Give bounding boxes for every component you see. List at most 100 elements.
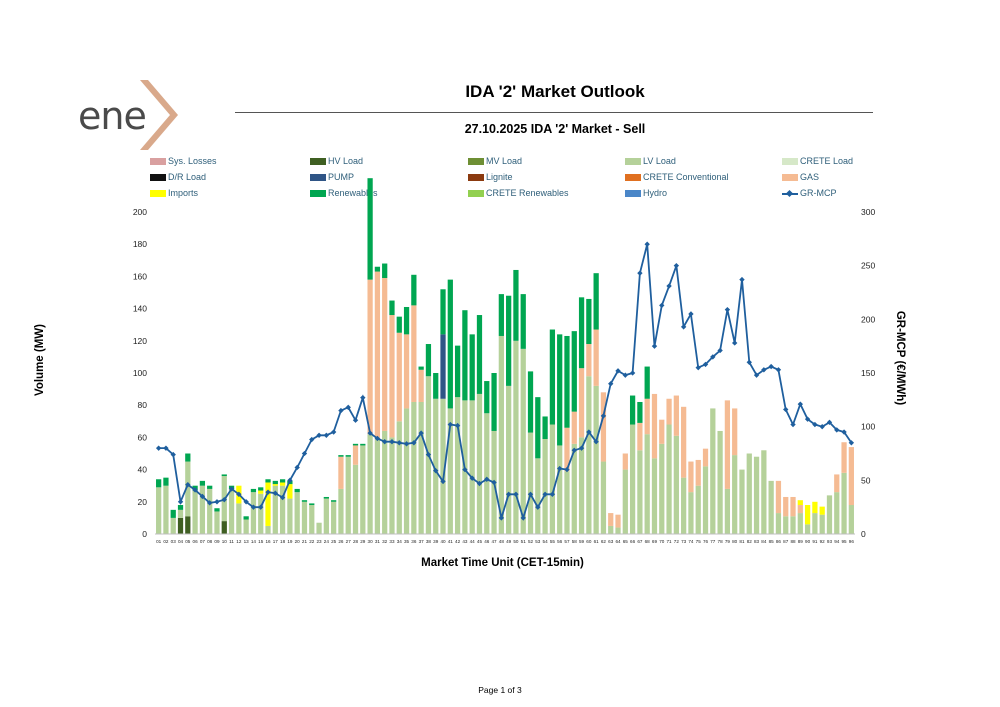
bar-segment-renewables	[644, 366, 650, 399]
x-tick-label: 80	[732, 539, 738, 544]
bar-segment-lv-load	[812, 513, 818, 534]
legend-item-gas: GAS	[782, 172, 819, 182]
legend-swatch	[625, 158, 641, 166]
bar-segment-lv-load	[454, 397, 461, 534]
bar-segment-lv-load	[535, 458, 541, 534]
gr-mcp-point	[382, 439, 388, 445]
bar-segment-lv-load	[170, 517, 176, 534]
x-tick-label: 62	[601, 539, 607, 544]
bar-segment-pump	[440, 334, 446, 399]
bar-segment-gas	[775, 480, 782, 514]
x-tick-label: 20	[295, 539, 301, 544]
gr-mcp-point	[330, 429, 337, 435]
bar-segment-gas	[338, 456, 344, 489]
bar-segment-gas	[411, 305, 417, 402]
gr-mcp-point	[505, 491, 512, 497]
bar-segment-gas	[564, 427, 570, 472]
y2-tick-label: 0	[861, 529, 866, 539]
chart-title: 27.10.2025 IDA '2' Market - Sell	[464, 122, 646, 136]
gr-mcp-point	[753, 372, 760, 378]
chart-legend: Sys. Losses HV Load MV Load LV Load CRETE Lo…	[150, 156, 870, 204]
bar-segment-gas	[797, 505, 803, 514]
bar-segment-lv-load	[498, 335, 504, 534]
gr-mcp-point	[462, 466, 468, 473]
gr-mcp-point	[411, 440, 417, 446]
legend-item-crete-conventional: CRETE Conventional	[625, 172, 729, 182]
x-tick-label: 38	[426, 539, 432, 544]
bar-segment-renewables	[221, 474, 227, 477]
x-tick-label: 52	[528, 539, 534, 544]
gr-mcp-point	[739, 276, 745, 283]
bar-segment-lv-load	[586, 376, 592, 534]
bar-segment-lv-load	[484, 413, 490, 534]
enex-logo: ene	[78, 80, 188, 150]
bar-segment-renewables	[433, 373, 439, 399]
gr-mcp-point	[214, 499, 220, 505]
bar-segment-lv-load	[440, 398, 446, 534]
x-tick-label: 12	[236, 539, 242, 544]
bar-segment-gas	[608, 513, 614, 526]
bar-segment-imports	[265, 482, 271, 526]
bar-segment-lv-load	[207, 488, 213, 534]
page-footer: Page 1 of 3	[478, 685, 522, 695]
x-tick-label: 14	[251, 539, 257, 544]
x-tick-label: 11	[229, 539, 234, 544]
bar-segment-gas	[834, 474, 840, 493]
legend-label: CRETE Load	[800, 156, 854, 166]
bar-segment-lv-load	[578, 437, 585, 534]
bar-segment-gas	[600, 392, 607, 462]
gr-mcp-point	[177, 499, 184, 505]
legend-label: Renewables	[328, 188, 378, 198]
x-tick-label: 85	[769, 539, 775, 544]
bar-segment-renewables	[170, 509, 176, 518]
x-tick-label: 68	[645, 539, 651, 544]
x-tick-label: 08	[207, 539, 213, 544]
legend-swatch	[468, 174, 484, 182]
legend-label: D/R Load	[168, 172, 207, 182]
bar-segment-lv-load	[345, 456, 351, 534]
bar-segment-renewables	[564, 335, 570, 428]
x-tick-label: 73	[681, 539, 687, 544]
bar-segment-imports	[287, 484, 293, 499]
x-tick-label: 06	[193, 539, 199, 544]
legend-item-lignite: Lignite	[468, 172, 513, 182]
x-tick-label: 24	[324, 539, 330, 544]
bar-segment-lv-load	[228, 488, 235, 534]
gr-mcp-point	[695, 364, 701, 371]
x-tick-label: 74	[688, 539, 694, 544]
x-tick-label: 28	[353, 539, 359, 544]
x-tick-label: 61	[594, 539, 600, 544]
gr-mcp-point	[279, 494, 286, 501]
bar-segment-lv-load	[520, 348, 526, 534]
legend-item-crete-load: CRETE Load	[782, 156, 853, 166]
legend-item-crete-renewables: CRETE Renewables	[468, 188, 569, 198]
gr-mcp-point	[396, 440, 402, 446]
bar-segment-renewables	[469, 334, 475, 401]
report-title: IDA '2' Market Outlook	[465, 82, 645, 101]
bar-segment-renewables	[491, 373, 497, 431]
bar-segment-lv-load	[600, 461, 607, 534]
x-tick-label: 17	[273, 539, 279, 544]
x-tick-label: 54	[543, 539, 549, 544]
bar-segment-lv-load	[316, 522, 322, 534]
x-tick-label: 76	[703, 539, 709, 544]
x-tick-label: 50	[513, 539, 519, 544]
bar-segment-lv-load	[746, 453, 752, 534]
x-tick-label: 89	[798, 539, 804, 544]
bar-segment-lv-load	[185, 461, 191, 517]
x-tick-label: 55	[550, 539, 556, 544]
gr-mcp-point	[688, 311, 694, 317]
bar-segment-imports	[272, 484, 278, 486]
x-tick-label: 94	[834, 539, 840, 544]
gr-mcp-point	[323, 432, 330, 438]
bar-segment-gas	[790, 496, 796, 517]
x-tick-label: 71	[667, 539, 673, 544]
gr-mcp-point	[535, 504, 541, 510]
bar-segment-lv-load	[374, 437, 381, 534]
bar-segment-gas	[688, 461, 694, 493]
bar-segment-gas	[615, 514, 621, 528]
bar-segment-renewables	[571, 331, 577, 412]
gr-mcp-point	[768, 363, 774, 370]
bar-segment-renewables	[462, 310, 468, 401]
gr-mcp-point	[425, 451, 432, 458]
